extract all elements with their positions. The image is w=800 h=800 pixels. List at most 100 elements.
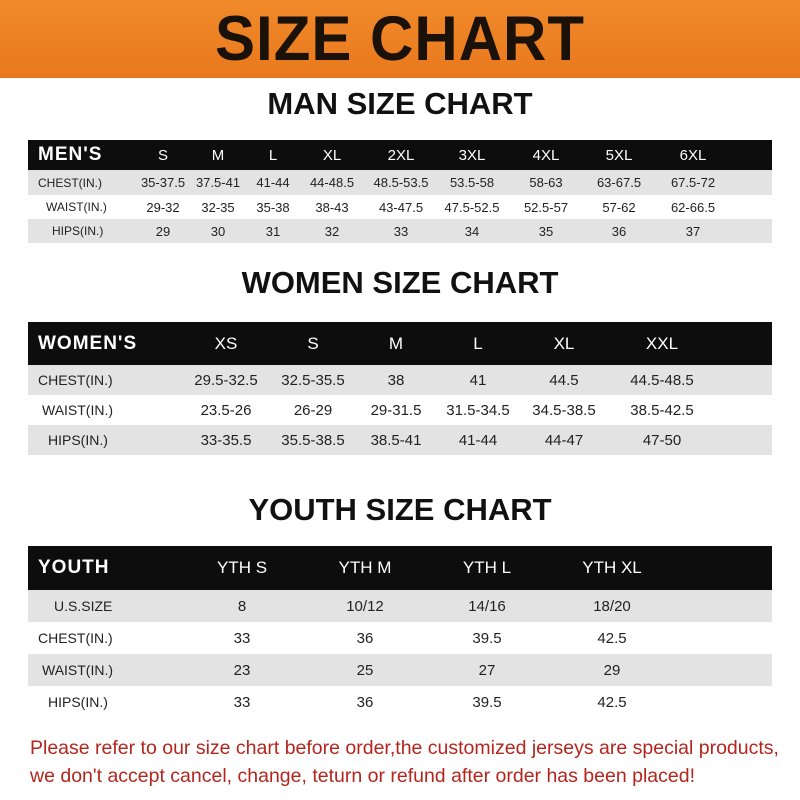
measurement-cell: 35.5-38.5 xyxy=(281,431,345,449)
measurement-cell: 33 xyxy=(233,693,251,711)
measurement-cell: 47-50 xyxy=(642,431,682,449)
size-header: M xyxy=(211,146,225,164)
measurement-cell: 35-37.5 xyxy=(140,175,186,190)
measurement-cell: 38 xyxy=(387,371,405,389)
measurement-cell: 36 xyxy=(356,629,374,647)
youth-section-title: YOUTH SIZE CHART xyxy=(248,492,552,527)
header-row: WOMEN'S XS S M L XL XXL xyxy=(28,322,772,365)
measurement-cell: 33 xyxy=(233,629,251,647)
measurement-cell: 31.5-34.5 xyxy=(446,401,510,419)
size-header: 5XL xyxy=(605,146,633,164)
measurement-cell: 37 xyxy=(685,223,701,239)
size-header: XL xyxy=(553,333,575,353)
measurement-cell: 42.5 xyxy=(597,693,627,711)
row-label: HIPS(IN.) xyxy=(52,224,104,238)
table-row: CHEST(IN.) 33 36 39.5 42.5 xyxy=(28,622,772,654)
measurement-cell: 29 xyxy=(603,661,621,679)
size-header: S xyxy=(307,333,319,353)
row-label: CHEST(IN.) xyxy=(38,175,102,190)
row-label: U.S.SIZE xyxy=(54,598,113,614)
size-header: XL xyxy=(322,146,342,164)
measurement-cell: 26-29 xyxy=(293,401,333,419)
table-row: WAIST(IN.) 23.5-26 26-29 29-31.5 31.5-34.5 34… xyxy=(28,395,772,425)
measurement-cell: 23 xyxy=(233,661,251,679)
table-row: WAIST(IN.) 23 25 27 29 xyxy=(28,654,772,686)
measurement-cell: 32-35 xyxy=(201,199,235,215)
measurement-cell: 27 xyxy=(478,661,496,679)
measurement-cell: 63-67.5 xyxy=(596,175,642,190)
table-row: HIPS(IN.) 29 30 31 32 33 34 35 36 37 xyxy=(28,219,772,243)
men-section-title: MAN SIZE CHART xyxy=(267,86,533,121)
measurement-cell: 33-35.5 xyxy=(200,431,252,449)
table-row: U.S.SIZE 8 10/12 14/16 18/20 xyxy=(28,590,772,622)
size-header: XXL xyxy=(645,333,679,353)
measurement-cell: 33 xyxy=(393,223,409,239)
measurement-cell: 36 xyxy=(356,693,374,711)
size-header: YTH L xyxy=(462,558,512,577)
measurement-cell: 25 xyxy=(356,661,374,679)
measurement-cell: 53.5-58 xyxy=(449,175,495,190)
size-header: 2XL xyxy=(387,146,415,164)
measurement-cell: 67.5-72 xyxy=(670,175,716,190)
measurement-cell: 42.5 xyxy=(597,629,627,647)
measurement-cell: 34.5-38.5 xyxy=(532,401,596,419)
measurement-cell: 32 xyxy=(324,223,340,239)
measurement-cell: 8 xyxy=(237,597,247,615)
measurement-cell: 36 xyxy=(611,223,627,239)
measurement-cell: 41-44 xyxy=(256,175,290,190)
size-header: L xyxy=(473,333,483,353)
measurement-cell: 39.5 xyxy=(472,693,502,711)
measurement-cell: 23.5-26 xyxy=(200,401,252,419)
measurement-cell: 38.5-42.5 xyxy=(630,401,694,419)
measurement-cell: 41 xyxy=(469,371,487,389)
size-header: 3XL xyxy=(458,146,486,164)
table-label: MEN'S xyxy=(38,144,103,165)
size-header: YTH XL xyxy=(582,558,642,577)
measurement-cell: 57-62 xyxy=(602,199,636,215)
measurement-cell: 43-47.5 xyxy=(378,199,424,215)
size-header: YTH S xyxy=(216,558,268,577)
row-label: CHEST(IN.) xyxy=(38,630,113,646)
measurement-cell: 31 xyxy=(265,223,281,239)
measurement-cell: 58-63 xyxy=(529,175,563,190)
size-header: M xyxy=(388,333,404,353)
table-row: CHEST(IN.) 35-37.5 37.5-41 41-44 44-48.5 48.5… xyxy=(28,170,772,195)
measurement-cell: 44-48.5 xyxy=(309,175,355,190)
women-section-title: WOMEN SIZE CHART xyxy=(241,265,559,300)
measurement-cell: 37.5-41 xyxy=(195,175,241,190)
measurement-cell: 47.5-52.5 xyxy=(444,199,500,215)
row-label: CHEST(IN.) xyxy=(38,372,113,388)
measurement-cell: 44.5 xyxy=(549,371,579,389)
size-header: S xyxy=(157,146,168,164)
header-row: MEN'S S M L XL 2XL 3XL 4XL 5XL 6XL xyxy=(28,140,772,170)
measurement-cell: 52.5-57 xyxy=(523,199,569,215)
table-row: CHEST(IN.) 29.5-32.5 32.5-35.5 38 41 44.5 44.5… xyxy=(28,365,772,395)
row-label: HIPS(IN.) xyxy=(48,694,108,710)
measurement-cell: 29 xyxy=(155,223,171,239)
row-label: WAIST(IN.) xyxy=(42,402,114,418)
table-row: WAIST(IN.) 29-32 32-35 35-38 38-43 43-47.5 47.… xyxy=(28,195,772,219)
measurement-cell: 34 xyxy=(464,223,480,239)
size-header: 6XL xyxy=(679,146,707,164)
row-label: HIPS(IN.) xyxy=(48,432,108,448)
header-row: YOUTH YTH S YTH M YTH L YTH XL xyxy=(28,546,772,590)
size-header: L xyxy=(268,146,278,164)
measurement-cell: 38.5-41 xyxy=(370,431,422,449)
size-header: YTH M xyxy=(338,558,392,577)
measurement-cell: 14/16 xyxy=(468,597,506,615)
measurement-cell: 29-32 xyxy=(146,199,180,215)
measurement-cell: 29-31.5 xyxy=(370,401,422,419)
measurement-cell: 29.5-32.5 xyxy=(194,371,258,389)
table-row: HIPS(IN.) 33 36 39.5 42.5 xyxy=(28,686,772,718)
table-row: HIPS(IN.) 33-35.5 35.5-38.5 38.5-41 41-44 44-… xyxy=(28,425,772,455)
measurement-cell: 44.5-48.5 xyxy=(630,371,694,389)
row-label: WAIST(IN.) xyxy=(46,200,107,214)
size-header: XS xyxy=(214,333,238,353)
measurement-cell: 30 xyxy=(210,223,226,239)
measurement-cell: 35 xyxy=(538,223,554,239)
measurement-cell: 35-38 xyxy=(256,199,290,215)
measurement-cell: 18/20 xyxy=(593,597,631,615)
measurement-cell: 41-44 xyxy=(458,431,498,449)
main-title: SIZE CHART xyxy=(215,3,585,74)
measurement-cell: 32.5-35.5 xyxy=(281,371,345,389)
